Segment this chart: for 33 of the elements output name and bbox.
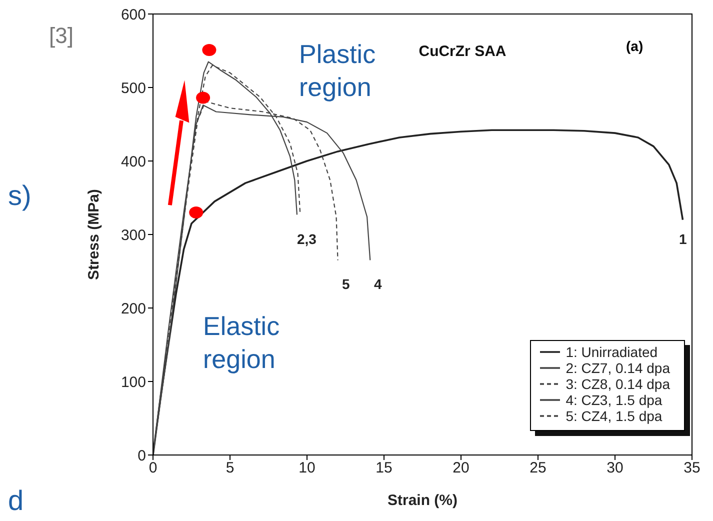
x-tick-label: 30 [606, 460, 624, 477]
annotation: 1 [679, 231, 687, 248]
legend-label: 5: CZ4, 1.5 dpa [566, 408, 662, 424]
legend-label: 2: CZ7, 0.14 dpa [566, 360, 670, 376]
text: s) [8, 179, 32, 213]
annotation: 4 [374, 276, 382, 294]
y-axis-title: Stress (MPa) [85, 189, 102, 280]
x-tick-label: 25 [530, 460, 546, 477]
x-tick-label: 15 [376, 460, 392, 477]
y-tick-label: 400 [120, 153, 146, 170]
x-tick-label: 10 [298, 460, 316, 477]
annotation: (a) [626, 38, 644, 56]
x-tick-label: 35 [684, 460, 700, 477]
y-tick-label: 600 [120, 6, 146, 24]
y-tick-label: 0 [138, 447, 146, 464]
y-tick-label: 100 [120, 374, 146, 391]
text: CuCrZr SAA [418, 43, 506, 60]
legend-label: 1: Unirradiated [566, 344, 658, 360]
x-tick-label: 20 [452, 460, 470, 477]
x-tick-label: 5 [226, 460, 234, 477]
legend-label: 4: CZ3, 1.5 dpa [566, 392, 662, 408]
y-tick-label: 500 [120, 80, 146, 97]
annotation: 2,3 [297, 231, 316, 248]
y-tick-label: 300 [120, 226, 146, 244]
text: [3] [49, 22, 74, 50]
annotation: Plastic region [299, 38, 377, 103]
annotation: Elastic region [203, 310, 281, 375]
text: d [8, 484, 24, 518]
y-tick-label: 200 [120, 300, 146, 318]
annotation: 5 [342, 276, 350, 294]
x-tick-label: 0 [148, 460, 158, 477]
x-axis-title: Strain (%) [387, 492, 458, 509]
legend-label: 3: CZ8, 0.14 dpa [566, 376, 670, 392]
